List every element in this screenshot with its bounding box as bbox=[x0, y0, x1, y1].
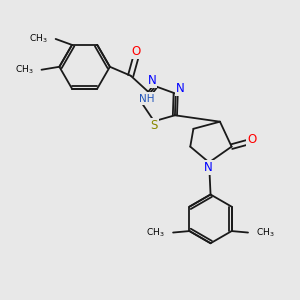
Text: S: S bbox=[150, 119, 158, 132]
Text: O: O bbox=[247, 133, 256, 146]
Text: CH$_3$: CH$_3$ bbox=[146, 226, 165, 239]
Text: N: N bbox=[147, 74, 156, 87]
Text: N: N bbox=[176, 82, 184, 95]
Text: CH$_3$: CH$_3$ bbox=[256, 226, 275, 239]
Text: NH: NH bbox=[139, 94, 155, 103]
Text: CH$_3$: CH$_3$ bbox=[15, 64, 33, 76]
Text: N: N bbox=[204, 161, 213, 174]
Text: O: O bbox=[131, 44, 141, 58]
Text: CH$_3$: CH$_3$ bbox=[29, 33, 47, 45]
